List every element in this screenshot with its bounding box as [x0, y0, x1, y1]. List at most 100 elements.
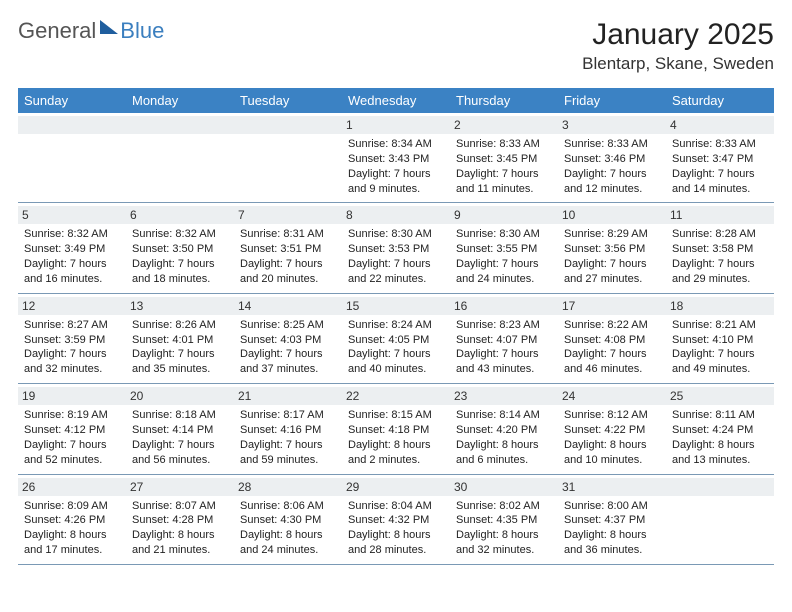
info-line: Daylight: 7 hours — [132, 438, 228, 453]
date-number: 17 — [558, 297, 666, 315]
info-line: and 11 minutes. — [456, 182, 552, 197]
day-header-monday: Monday — [126, 88, 234, 113]
info-line: Sunrise: 8:33 AM — [564, 137, 660, 152]
calendar-cell: 8Sunrise: 8:30 AMSunset: 3:53 PMDaylight… — [342, 203, 450, 292]
sun-info: Sunrise: 8:27 AMSunset: 3:59 PMDaylight:… — [24, 318, 120, 377]
date-number: 25 — [666, 387, 774, 405]
info-line: Sunset: 4:07 PM — [456, 333, 552, 348]
month-title: January 2025 — [582, 18, 774, 52]
calendar-cell: 15Sunrise: 8:24 AMSunset: 4:05 PMDayligh… — [342, 294, 450, 383]
info-line: Sunset: 3:46 PM — [564, 152, 660, 167]
info-line: Sunrise: 8:18 AM — [132, 408, 228, 423]
day-header-sunday: Sunday — [18, 88, 126, 113]
calendar-cell: 16Sunrise: 8:23 AMSunset: 4:07 PMDayligh… — [450, 294, 558, 383]
info-line: Sunset: 4:10 PM — [672, 333, 768, 348]
info-line: Sunrise: 8:22 AM — [564, 318, 660, 333]
info-line: Daylight: 7 hours — [24, 257, 120, 272]
info-line: Sunset: 3:55 PM — [456, 242, 552, 257]
info-line: Daylight: 7 hours — [564, 257, 660, 272]
calendar-cell: 11Sunrise: 8:28 AMSunset: 3:58 PMDayligh… — [666, 203, 774, 292]
info-line: and 59 minutes. — [240, 453, 336, 468]
date-number: 15 — [342, 297, 450, 315]
info-line: Daylight: 8 hours — [24, 528, 120, 543]
calendar-cell: 25Sunrise: 8:11 AMSunset: 4:24 PMDayligh… — [666, 384, 774, 473]
info-line: and 12 minutes. — [564, 182, 660, 197]
sun-info: Sunrise: 8:30 AMSunset: 3:55 PMDaylight:… — [456, 227, 552, 286]
info-line: and 24 minutes. — [456, 272, 552, 287]
info-line: Daylight: 8 hours — [348, 438, 444, 453]
info-line: Daylight: 8 hours — [240, 528, 336, 543]
info-line: Sunrise: 8:33 AM — [672, 137, 768, 152]
info-line: and 37 minutes. — [240, 362, 336, 377]
calendar-cell: 7Sunrise: 8:31 AMSunset: 3:51 PMDaylight… — [234, 203, 342, 292]
calendar-cell — [234, 113, 342, 202]
date-number: 24 — [558, 387, 666, 405]
date-number: 19 — [18, 387, 126, 405]
info-line: Sunrise: 8:25 AM — [240, 318, 336, 333]
info-line: and 9 minutes. — [348, 182, 444, 197]
info-line: Sunrise: 8:04 AM — [348, 499, 444, 514]
calendar-cell: 3Sunrise: 8:33 AMSunset: 3:46 PMDaylight… — [558, 113, 666, 202]
calendar-cell: 21Sunrise: 8:17 AMSunset: 4:16 PMDayligh… — [234, 384, 342, 473]
header: General Blue January 2025 Blentarp, Skan… — [18, 18, 774, 74]
sun-info: Sunrise: 8:04 AMSunset: 4:32 PMDaylight:… — [348, 499, 444, 558]
calendar-cell: 26Sunrise: 8:09 AMSunset: 4:26 PMDayligh… — [18, 475, 126, 564]
sun-info: Sunrise: 8:12 AMSunset: 4:22 PMDaylight:… — [564, 408, 660, 467]
sun-info: Sunrise: 8:30 AMSunset: 3:53 PMDaylight:… — [348, 227, 444, 286]
info-line: Sunset: 3:53 PM — [348, 242, 444, 257]
info-line: Sunset: 3:59 PM — [24, 333, 120, 348]
sun-info: Sunrise: 8:31 AMSunset: 3:51 PMDaylight:… — [240, 227, 336, 286]
sun-info: Sunrise: 8:15 AMSunset: 4:18 PMDaylight:… — [348, 408, 444, 467]
info-line: Sunset: 4:30 PM — [240, 513, 336, 528]
info-line: Sunrise: 8:02 AM — [456, 499, 552, 514]
sun-info: Sunrise: 8:33 AMSunset: 3:46 PMDaylight:… — [564, 137, 660, 196]
info-line: Daylight: 8 hours — [672, 438, 768, 453]
calendar-cell: 9Sunrise: 8:30 AMSunset: 3:55 PMDaylight… — [450, 203, 558, 292]
info-line: Sunrise: 8:26 AM — [132, 318, 228, 333]
sun-info: Sunrise: 8:19 AMSunset: 4:12 PMDaylight:… — [24, 408, 120, 467]
info-line: Sunrise: 8:17 AM — [240, 408, 336, 423]
date-number — [18, 116, 126, 134]
info-line: Sunset: 4:14 PM — [132, 423, 228, 438]
info-line: Sunrise: 8:24 AM — [348, 318, 444, 333]
calendar-week: 12Sunrise: 8:27 AMSunset: 3:59 PMDayligh… — [18, 294, 774, 384]
sun-info: Sunrise: 8:34 AMSunset: 3:43 PMDaylight:… — [348, 137, 444, 196]
sun-info: Sunrise: 8:07 AMSunset: 4:28 PMDaylight:… — [132, 499, 228, 558]
info-line: and 18 minutes. — [132, 272, 228, 287]
day-header-friday: Friday — [558, 88, 666, 113]
info-line: and 13 minutes. — [672, 453, 768, 468]
info-line: Sunrise: 8:29 AM — [564, 227, 660, 242]
info-line: Sunset: 3:51 PM — [240, 242, 336, 257]
info-line: and 36 minutes. — [564, 543, 660, 558]
info-line: Daylight: 7 hours — [672, 167, 768, 182]
sun-info: Sunrise: 8:23 AMSunset: 4:07 PMDaylight:… — [456, 318, 552, 377]
info-line: Sunrise: 8:31 AM — [240, 227, 336, 242]
sun-info: Sunrise: 8:32 AMSunset: 3:49 PMDaylight:… — [24, 227, 120, 286]
info-line: Daylight: 8 hours — [132, 528, 228, 543]
logo-sail-icon — [100, 20, 118, 34]
info-line: Daylight: 7 hours — [564, 167, 660, 182]
info-line: Sunset: 3:47 PM — [672, 152, 768, 167]
info-line: Sunset: 4:08 PM — [564, 333, 660, 348]
sun-info: Sunrise: 8:17 AMSunset: 4:16 PMDaylight:… — [240, 408, 336, 467]
info-line: and 32 minutes. — [456, 543, 552, 558]
info-line: Sunrise: 8:23 AM — [456, 318, 552, 333]
info-line: Daylight: 7 hours — [456, 347, 552, 362]
info-line: and 28 minutes. — [348, 543, 444, 558]
sun-info: Sunrise: 8:06 AMSunset: 4:30 PMDaylight:… — [240, 499, 336, 558]
info-line: Sunrise: 8:00 AM — [564, 499, 660, 514]
date-number: 28 — [234, 478, 342, 496]
calendar-week: 5Sunrise: 8:32 AMSunset: 3:49 PMDaylight… — [18, 203, 774, 293]
date-number: 23 — [450, 387, 558, 405]
calendar-cell: 10Sunrise: 8:29 AMSunset: 3:56 PMDayligh… — [558, 203, 666, 292]
calendar-week: 26Sunrise: 8:09 AMSunset: 4:26 PMDayligh… — [18, 475, 774, 565]
info-line: and 2 minutes. — [348, 453, 444, 468]
date-number: 14 — [234, 297, 342, 315]
info-line: Daylight: 7 hours — [24, 347, 120, 362]
info-line: Daylight: 8 hours — [564, 528, 660, 543]
date-number: 18 — [666, 297, 774, 315]
info-line: Sunrise: 8:07 AM — [132, 499, 228, 514]
calendar-cell: 17Sunrise: 8:22 AMSunset: 4:08 PMDayligh… — [558, 294, 666, 383]
calendar-cell: 24 Sunrise: 8:12 AMSunset: 4:22 PMDayligh… — [558, 384, 666, 473]
info-line: Sunrise: 8:12 AM — [564, 408, 660, 423]
